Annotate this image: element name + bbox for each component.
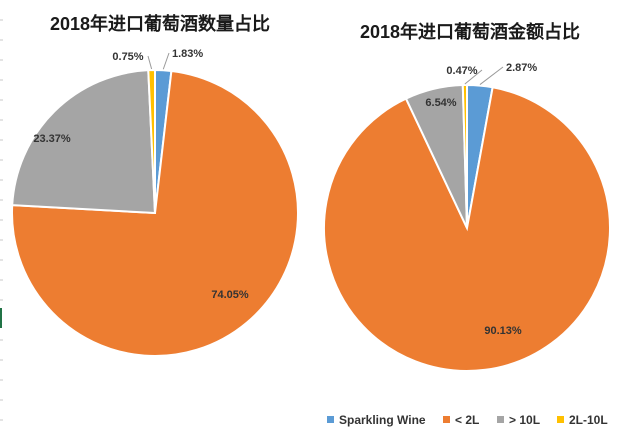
pie-slice-10l xyxy=(11,69,157,215)
data-label-2l-10l: 0.75% xyxy=(112,51,143,63)
chart-legend: Sparkling Wine < 2L > 10L 2L-10L xyxy=(327,413,608,427)
legend-swatch xyxy=(327,416,334,423)
pie-slice-2l-10l xyxy=(461,83,468,229)
data-label-2l: 74.05% xyxy=(211,289,249,301)
data-label-10l: 6.54% xyxy=(425,97,456,109)
chart-title-quantity: 2018年进口葡萄酒数量占比 xyxy=(50,13,270,34)
legend-item-2l: < 2L xyxy=(443,413,479,427)
legend-swatch xyxy=(443,416,450,423)
pie-slices-value xyxy=(323,83,611,372)
data-label-10l: 23.37% xyxy=(33,133,71,145)
pie-labels-value: 2.87% 90.13% 6.54% 0.47% xyxy=(425,62,537,337)
data-label-2l-10l: 0.47% xyxy=(446,65,477,77)
legend-label: Sparkling Wine xyxy=(339,413,426,427)
pie-slice-2l xyxy=(323,86,611,372)
legend-item-sparkling-wine: Sparkling Wine xyxy=(327,413,426,427)
leader-line-sparkling-wine xyxy=(479,66,504,85)
legend-swatch xyxy=(557,416,564,423)
data-label-2l: 90.13% xyxy=(484,325,522,337)
sheet-edge-marks xyxy=(0,19,3,421)
pie-labels-quantity: 1.83% 74.05% 23.37% 0.75% xyxy=(33,48,249,301)
pie-slices-quantity xyxy=(11,68,299,357)
chart-title-value: 2018年进口葡萄酒金额占比 xyxy=(360,21,580,42)
leader-line-2l-10l xyxy=(464,69,483,85)
data-label-sparkling-wine: 2.87% xyxy=(506,62,537,74)
pie-slice-2l-10l xyxy=(147,68,156,214)
leader-line-sparkling-wine xyxy=(162,52,170,70)
legend-label: > 10L xyxy=(509,413,540,427)
legend-label: 2L-10L xyxy=(569,413,608,427)
legend-swatch xyxy=(497,416,504,423)
legend-item-10l: > 10L xyxy=(497,413,540,427)
pie-chart-quantity: 2018年进口葡萄酒数量占比 1.83% 74.05% 23.37% 0.75% xyxy=(11,13,299,357)
pie-chart-value: 2018年进口葡萄酒金额占比 2.87% 90.13% 6.54% 0.47% xyxy=(323,21,611,372)
legend-item-2l-10l: 2L-10L xyxy=(557,413,608,427)
legend-label: < 2L xyxy=(455,413,479,427)
data-label-sparkling-wine: 1.83% xyxy=(172,48,203,60)
leader-line-2l-10l xyxy=(147,55,153,70)
